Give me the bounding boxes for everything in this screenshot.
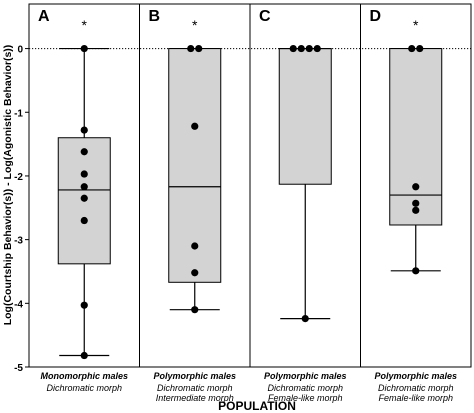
data-point [195, 44, 203, 53]
y-tick-label: -4 [14, 299, 23, 310]
y-tick-label: -3 [14, 236, 23, 247]
data-point [80, 351, 88, 360]
data-point [187, 44, 195, 53]
morph-label: Dichromatic morph [267, 383, 343, 393]
data-point [80, 170, 88, 178]
data-point [412, 267, 420, 275]
data-point [80, 216, 88, 225]
group-label: Polymorphic males [374, 371, 457, 381]
data-point [408, 44, 416, 53]
y-axis: 0 -1 -2 -3 -4 -5 [14, 45, 29, 374]
group-label: Polymorphic males [264, 371, 347, 381]
data-point [297, 44, 305, 53]
data-point [412, 183, 420, 191]
data-point [416, 44, 424, 53]
data-point [412, 206, 420, 214]
data-point [289, 44, 297, 53]
significance-marker: * [82, 17, 88, 33]
group-label: Monomorphic males [40, 371, 128, 381]
panel-letter: D [370, 8, 382, 25]
panel-letter: C [259, 8, 271, 25]
iqr-box [278, 48, 332, 185]
significance-marker: * [413, 17, 419, 33]
morph-label: Intermediate morph [156, 393, 234, 403]
iqr-box [389, 48, 443, 226]
panel-d: D * Polymorphic males Dichromatic morphFema… [360, 4, 457, 403]
morph-label: Female-like morph [378, 393, 453, 403]
data-point [301, 315, 309, 323]
data-point [80, 194, 88, 202]
morph-label: Dichromatic morph [46, 383, 122, 393]
y-tick-label: -5 [14, 363, 23, 374]
panel-letter: B [149, 8, 161, 25]
data-point [80, 148, 88, 156]
panel-letter: A [38, 8, 50, 25]
significance-marker: * [192, 17, 198, 33]
panel-a: A * Monomorphic males Dichromatic morph [38, 8, 128, 393]
y-tick-label: -2 [14, 172, 23, 183]
panels: A * Monomorphic males Dichromatic morph B * Po… [29, 4, 471, 403]
data-point [313, 44, 321, 53]
y-tick-label: -1 [14, 108, 23, 119]
data-point [191, 122, 199, 130]
morph-label: Dichromatic morph [378, 383, 454, 393]
panel-c: C Polymorphic males Dichromatic morphFemal… [249, 4, 347, 403]
data-point [80, 301, 88, 309]
morph-label: Female-like morph [268, 393, 343, 403]
y-axis-label: Log(Courtship Behavior(s)) - Log(Agonist… [2, 45, 14, 326]
x-axis-label: POPULATION [218, 399, 296, 413]
y-tick-label: 0 [17, 45, 23, 56]
panel-b: B * Polymorphic males Dichromatic morphInte… [139, 4, 236, 403]
plot-frame [28, 3, 472, 368]
data-point [191, 269, 199, 277]
data-point [80, 126, 88, 134]
morph-label: Dichromatic morph [157, 383, 233, 393]
data-point [80, 44, 88, 53]
group-label: Polymorphic males [153, 371, 236, 381]
data-point [191, 242, 199, 250]
data-point [80, 183, 88, 191]
data-point [305, 44, 313, 53]
data-point [191, 306, 199, 314]
data-point [412, 199, 420, 207]
